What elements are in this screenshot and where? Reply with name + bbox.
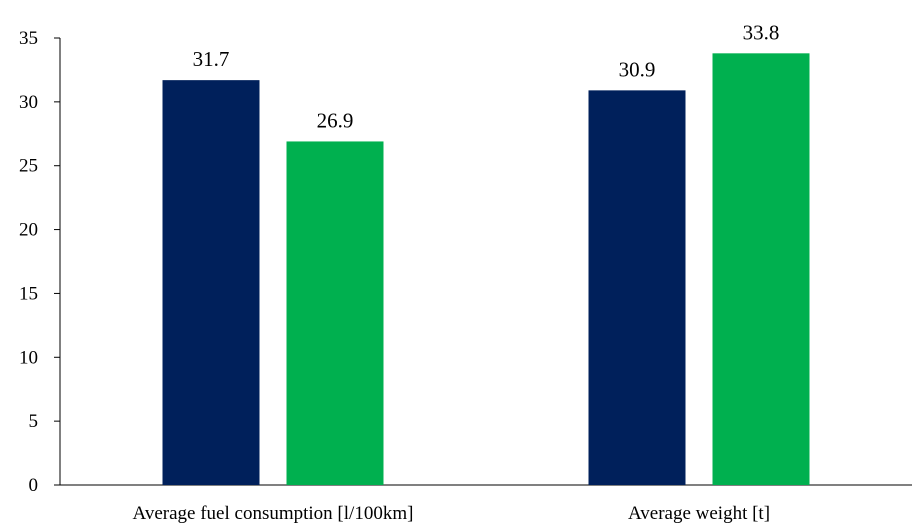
data-labels: 31.7 26.9 30.9 33.8 (193, 20, 780, 132)
bar-series1-2 (588, 90, 686, 485)
y-tick-label: 20 (19, 220, 38, 241)
data-label-series2-1: 26.9 (317, 108, 354, 132)
x-category-label: Average weight [t] (628, 503, 770, 524)
y-axis: 0 5 10 15 20 25 30 35 (19, 28, 61, 496)
x-axis: Average fuel consumption [l/100km] Averag… (60, 484, 912, 524)
data-label-series2-2: 33.8 (743, 20, 780, 44)
y-tick-label: 35 (19, 28, 38, 49)
bar-series2-2 (712, 53, 810, 485)
bar-series1-1 (162, 80, 260, 485)
bar-series2-1 (286, 141, 384, 485)
y-tick-label: 5 (29, 411, 39, 432)
y-tick-label: 0 (29, 475, 39, 496)
data-label-series1-2: 30.9 (619, 57, 656, 81)
y-tick-label: 25 (19, 156, 38, 177)
bars (162, 53, 810, 485)
y-tick-label: 10 (19, 347, 38, 368)
y-tick-label: 30 (19, 92, 38, 113)
y-tick-label: 15 (19, 283, 38, 304)
data-label-series1-1: 31.7 (193, 47, 230, 71)
x-category-label: Average fuel consumption [l/100km] (133, 503, 414, 524)
